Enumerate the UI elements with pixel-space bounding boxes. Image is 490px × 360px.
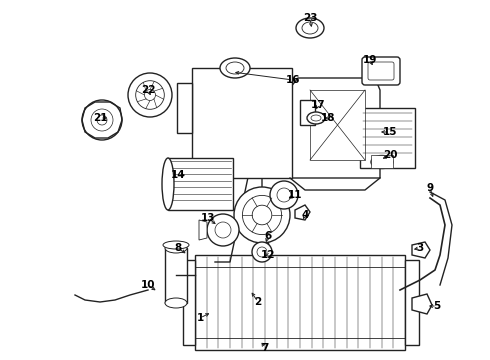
Ellipse shape bbox=[307, 112, 325, 124]
Text: 8: 8 bbox=[174, 243, 182, 253]
Polygon shape bbox=[199, 220, 207, 240]
Ellipse shape bbox=[162, 158, 174, 210]
Text: 13: 13 bbox=[201, 213, 215, 223]
Ellipse shape bbox=[220, 58, 250, 78]
Polygon shape bbox=[412, 242, 430, 258]
Bar bbox=[195, 255, 405, 350]
Ellipse shape bbox=[163, 241, 189, 249]
Ellipse shape bbox=[371, 156, 393, 168]
Circle shape bbox=[128, 73, 172, 117]
Circle shape bbox=[243, 195, 282, 235]
FancyBboxPatch shape bbox=[362, 57, 400, 85]
Text: 18: 18 bbox=[321, 113, 335, 123]
Polygon shape bbox=[290, 78, 380, 178]
Bar bbox=[165, 248, 187, 303]
Ellipse shape bbox=[302, 22, 318, 34]
Circle shape bbox=[82, 100, 122, 140]
Text: 5: 5 bbox=[433, 301, 441, 311]
Text: 11: 11 bbox=[288, 190, 302, 200]
Circle shape bbox=[91, 109, 113, 131]
Text: 10: 10 bbox=[141, 280, 155, 290]
Bar bbox=[168, 158, 233, 210]
Text: 21: 21 bbox=[93, 113, 107, 123]
Ellipse shape bbox=[311, 115, 321, 121]
Ellipse shape bbox=[165, 298, 187, 308]
Circle shape bbox=[215, 222, 231, 238]
Bar bbox=[405, 260, 419, 345]
Text: 17: 17 bbox=[311, 100, 325, 110]
Bar bbox=[360, 108, 415, 168]
Circle shape bbox=[252, 242, 272, 262]
Circle shape bbox=[270, 181, 298, 209]
Bar bbox=[183, 260, 195, 345]
Text: 2: 2 bbox=[254, 297, 262, 307]
Circle shape bbox=[277, 188, 291, 202]
Circle shape bbox=[97, 115, 107, 125]
Text: 23: 23 bbox=[303, 13, 317, 23]
Text: 3: 3 bbox=[416, 243, 424, 253]
Bar bbox=[177, 83, 192, 133]
Bar bbox=[371, 155, 393, 168]
Text: 1: 1 bbox=[196, 313, 204, 323]
Text: 4: 4 bbox=[301, 210, 309, 220]
Polygon shape bbox=[295, 205, 310, 220]
Polygon shape bbox=[412, 294, 432, 314]
Text: 6: 6 bbox=[265, 231, 271, 241]
Ellipse shape bbox=[226, 62, 244, 74]
Circle shape bbox=[207, 214, 239, 246]
Circle shape bbox=[252, 205, 272, 225]
Text: 14: 14 bbox=[171, 170, 185, 180]
Ellipse shape bbox=[165, 243, 187, 253]
Text: 16: 16 bbox=[286, 75, 300, 85]
Ellipse shape bbox=[296, 18, 324, 38]
Text: 22: 22 bbox=[141, 85, 155, 95]
Circle shape bbox=[257, 247, 267, 257]
Bar bbox=[310, 90, 365, 160]
FancyBboxPatch shape bbox=[368, 62, 394, 80]
Text: 9: 9 bbox=[426, 183, 434, 193]
Text: 7: 7 bbox=[261, 343, 269, 353]
Bar bbox=[192, 68, 292, 178]
Bar bbox=[300, 100, 315, 125]
Circle shape bbox=[234, 187, 290, 243]
Text: 19: 19 bbox=[363, 55, 377, 65]
Circle shape bbox=[145, 90, 155, 100]
Text: 15: 15 bbox=[383, 127, 397, 137]
Circle shape bbox=[136, 81, 164, 109]
Text: 12: 12 bbox=[261, 250, 275, 260]
Text: 20: 20 bbox=[383, 150, 397, 160]
